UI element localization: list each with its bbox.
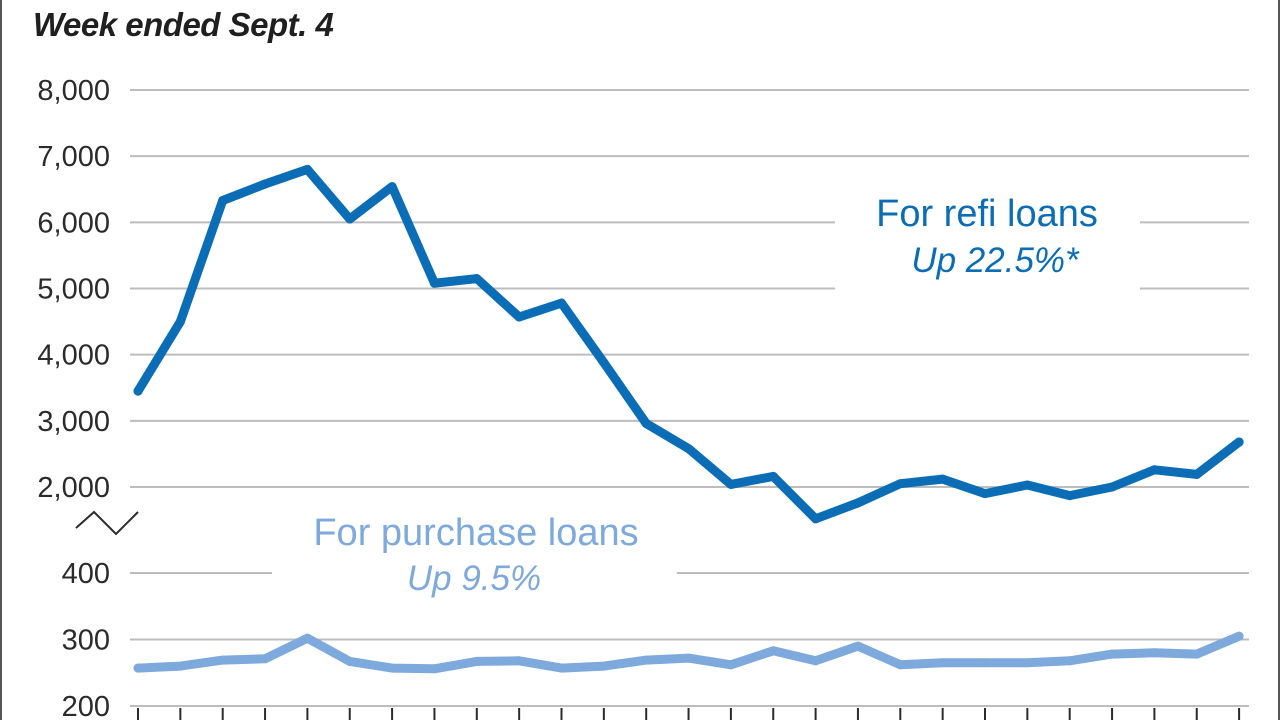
refi-data-point (175, 317, 185, 327)
refi-data-point (1022, 480, 1032, 490)
purchase-data-point (726, 660, 736, 670)
refi-data-point (599, 358, 609, 368)
purchase-loans-line (133, 631, 1244, 674)
purchase-data-point (429, 664, 439, 674)
upper-y-axis: 8,000 7,000 6,000 5,000 4,000 3,000 2,000 (37, 75, 110, 504)
refi-data-point (938, 474, 948, 484)
y-tick-label: 200 (62, 691, 110, 720)
purchase-data-point (853, 641, 863, 651)
lower-y-axis: 400 300 200 (62, 558, 110, 720)
refi-series-label: For refi loans (876, 193, 1098, 235)
upper-gridlines (130, 89, 1249, 488)
purchase-data-point (768, 646, 778, 656)
refi-data-point (345, 214, 355, 224)
purchase-data-point (1192, 649, 1202, 659)
purchase-change-label: Up 9.5% (407, 559, 541, 598)
frame-right-border (1278, 0, 1280, 720)
y-tick-label: 3,000 (37, 406, 110, 438)
y-tick-label: 400 (62, 558, 110, 590)
chart-subtitle: Week ended Sept. 4 (33, 6, 334, 43)
y-tick-label: 7,000 (37, 141, 110, 173)
purchase-data-point (1065, 656, 1075, 666)
refi-points (133, 164, 1244, 524)
purchase-data-point (260, 654, 270, 664)
purchase-data-point (684, 653, 694, 663)
refi-data-point (302, 164, 312, 174)
refi-data-point (980, 489, 990, 499)
refi-data-point (641, 419, 651, 428)
y-tick-label: 8,000 (37, 75, 110, 107)
refi-data-point (133, 386, 143, 396)
purchase-data-point (938, 658, 948, 668)
refi-data-point (1149, 465, 1159, 475)
purchase-data-point (175, 661, 185, 671)
refi-label-background (835, 190, 1140, 290)
y-tick-label: 6,000 (37, 207, 110, 239)
purchase-data-point (895, 660, 905, 670)
purchase-data-point (387, 663, 397, 673)
refi-data-point (387, 182, 397, 192)
purchase-data-point (1234, 631, 1244, 641)
refi-data-point (684, 444, 694, 454)
purchase-data-point (1022, 658, 1032, 668)
purchase-data-point (599, 661, 609, 671)
x-axis-ticks (137, 708, 1241, 720)
purchase-data-point (641, 655, 651, 665)
refi-data-point (218, 196, 228, 205)
refi-data-point (895, 479, 905, 489)
refi-data-point (514, 312, 524, 322)
purchase-points (133, 631, 1244, 674)
refi-data-point (557, 298, 566, 308)
refi-data-point (853, 498, 863, 508)
refi-data-point (811, 514, 821, 524)
purchase-data-point (133, 663, 143, 673)
purchase-label-background (272, 508, 677, 608)
refi-change-label: Up 22.5%* (911, 241, 1080, 280)
refi-data-point (472, 274, 482, 284)
refi-data-point (1065, 491, 1075, 501)
purchase-data-point (1149, 648, 1159, 658)
refi-data-point (1107, 482, 1117, 492)
axis-break-mark (75, 510, 139, 536)
y-tick-label: 2,000 (37, 472, 110, 504)
frame-left-border (0, 0, 2, 720)
refi-data-point (260, 179, 270, 189)
purchase-data-point (811, 656, 821, 666)
purchase-data-point (472, 656, 482, 666)
purchase-data-point (557, 663, 566, 673)
purchase-data-point (514, 656, 524, 666)
refi-data-point (1234, 437, 1244, 447)
y-tick-label: 300 (62, 625, 110, 657)
refi-data-point (429, 278, 439, 288)
purchase-data-point (1107, 649, 1117, 659)
refi-data-point (726, 479, 736, 489)
purchase-series-label: For purchase loans (313, 512, 638, 554)
purchase-data-point (302, 633, 312, 643)
y-tick-label: 5,000 (37, 274, 110, 306)
refi-data-point (768, 471, 778, 481)
purchase-data-point (218, 655, 228, 665)
purchase-data-point (980, 658, 990, 668)
y-tick-label: 4,000 (37, 340, 110, 372)
refi-data-point (1192, 469, 1202, 479)
purchase-data-point (345, 656, 355, 666)
